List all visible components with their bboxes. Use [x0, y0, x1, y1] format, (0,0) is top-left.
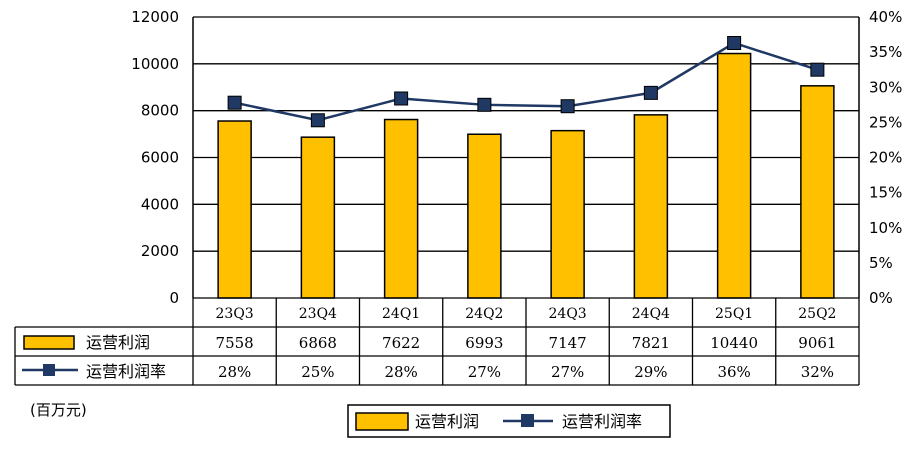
- table-cell: 36%: [717, 363, 750, 381]
- table-cell: 9061: [798, 334, 836, 352]
- table-cell: 6993: [465, 334, 503, 352]
- y-left-tick-label: 4000: [141, 195, 179, 213]
- category-label: 24Q3: [549, 306, 587, 322]
- y-left-tick-label: 0: [169, 289, 179, 307]
- category-label: 25Q2: [798, 306, 836, 322]
- margin-line: [227, 35, 825, 128]
- margin-point: [560, 99, 575, 114]
- table-cell: 7622: [382, 334, 420, 352]
- y-right-tick-label: 15%: [869, 184, 902, 202]
- table-cell: 7821: [632, 334, 670, 352]
- legend-line-label: 运营利润率: [562, 412, 642, 431]
- y-right-tick-label: 20%: [869, 149, 902, 167]
- axes: 0 2000 4000 6000 8000 10000 12000 0% 5% 10% 15% 20%…: [131, 8, 902, 307]
- row-key-marker: [43, 364, 55, 376]
- bar: [300, 136, 336, 299]
- legend: 运营利润 运营利润率: [347, 404, 671, 438]
- table-cell: 27%: [468, 363, 501, 381]
- y-right-tick-label: 25%: [869, 113, 902, 131]
- bar: [550, 129, 585, 299]
- bar: [217, 120, 252, 299]
- y-left-tick-label: 10000: [131, 55, 179, 73]
- margin-point: [227, 95, 242, 110]
- bars: [217, 52, 835, 299]
- category-label: 24Q2: [465, 306, 503, 322]
- bar: [383, 118, 419, 299]
- bar: [467, 133, 502, 299]
- legend-bar-swatch: [355, 412, 409, 431]
- bar: [800, 85, 835, 299]
- margin-point: [727, 35, 742, 50]
- y-left-tick-label: 8000: [141, 102, 179, 120]
- y-right-tick-label: 5%: [869, 254, 893, 272]
- table-cell: 7558: [216, 334, 254, 352]
- y-right-tick-label: 35%: [869, 43, 902, 61]
- category-label: 24Q1: [382, 306, 420, 322]
- row-label-operating-profit: 运营利润: [86, 333, 150, 352]
- category-label: 25Q1: [715, 306, 753, 322]
- category-label: 24Q4: [632, 306, 670, 322]
- table-cell: 27%: [551, 363, 584, 381]
- table-cell: 28%: [218, 363, 251, 381]
- y-right-tick-label: 40%: [869, 8, 902, 26]
- row-key-bar: [23, 335, 75, 350]
- margin-point: [394, 91, 409, 106]
- table-cell: 32%: [801, 363, 834, 381]
- legend-bar-label: 运营利润: [415, 412, 479, 431]
- bar: [633, 114, 669, 299]
- margin-point: [810, 62, 825, 77]
- category-label: 23Q3: [216, 306, 254, 322]
- table-cell: 7147: [549, 334, 587, 352]
- margin-point: [310, 113, 325, 128]
- y-right-tick-label: 10%: [869, 219, 902, 237]
- unit-note: (百万元): [30, 401, 87, 419]
- data-table: 23Q3 23Q4 24Q1 24Q2 24Q3 24Q4 25Q1 25Q2 运营利润运营利润…: [14, 297, 860, 386]
- y-left-tick-label: 12000: [131, 8, 179, 26]
- margin-point: [643, 85, 658, 100]
- row-label-operating-margin: 运营利润率: [86, 362, 166, 381]
- bar: [716, 52, 752, 299]
- margin-line-path: [234, 41, 818, 122]
- y-left-tick-label: 2000: [141, 242, 179, 260]
- margin-point: [477, 97, 492, 112]
- y-right-tick-label: 30%: [869, 78, 902, 96]
- legend-line-marker: [521, 414, 534, 427]
- table-cell: 28%: [384, 363, 417, 381]
- table-cell: 25%: [301, 363, 334, 381]
- table-cell: 10440: [710, 334, 758, 352]
- table-cell: 29%: [634, 363, 667, 381]
- table-cell: 6868: [299, 334, 337, 352]
- category-label: 23Q4: [299, 306, 337, 322]
- y-left-tick-label: 6000: [141, 149, 179, 167]
- y-right-tick-label: 0%: [869, 289, 893, 307]
